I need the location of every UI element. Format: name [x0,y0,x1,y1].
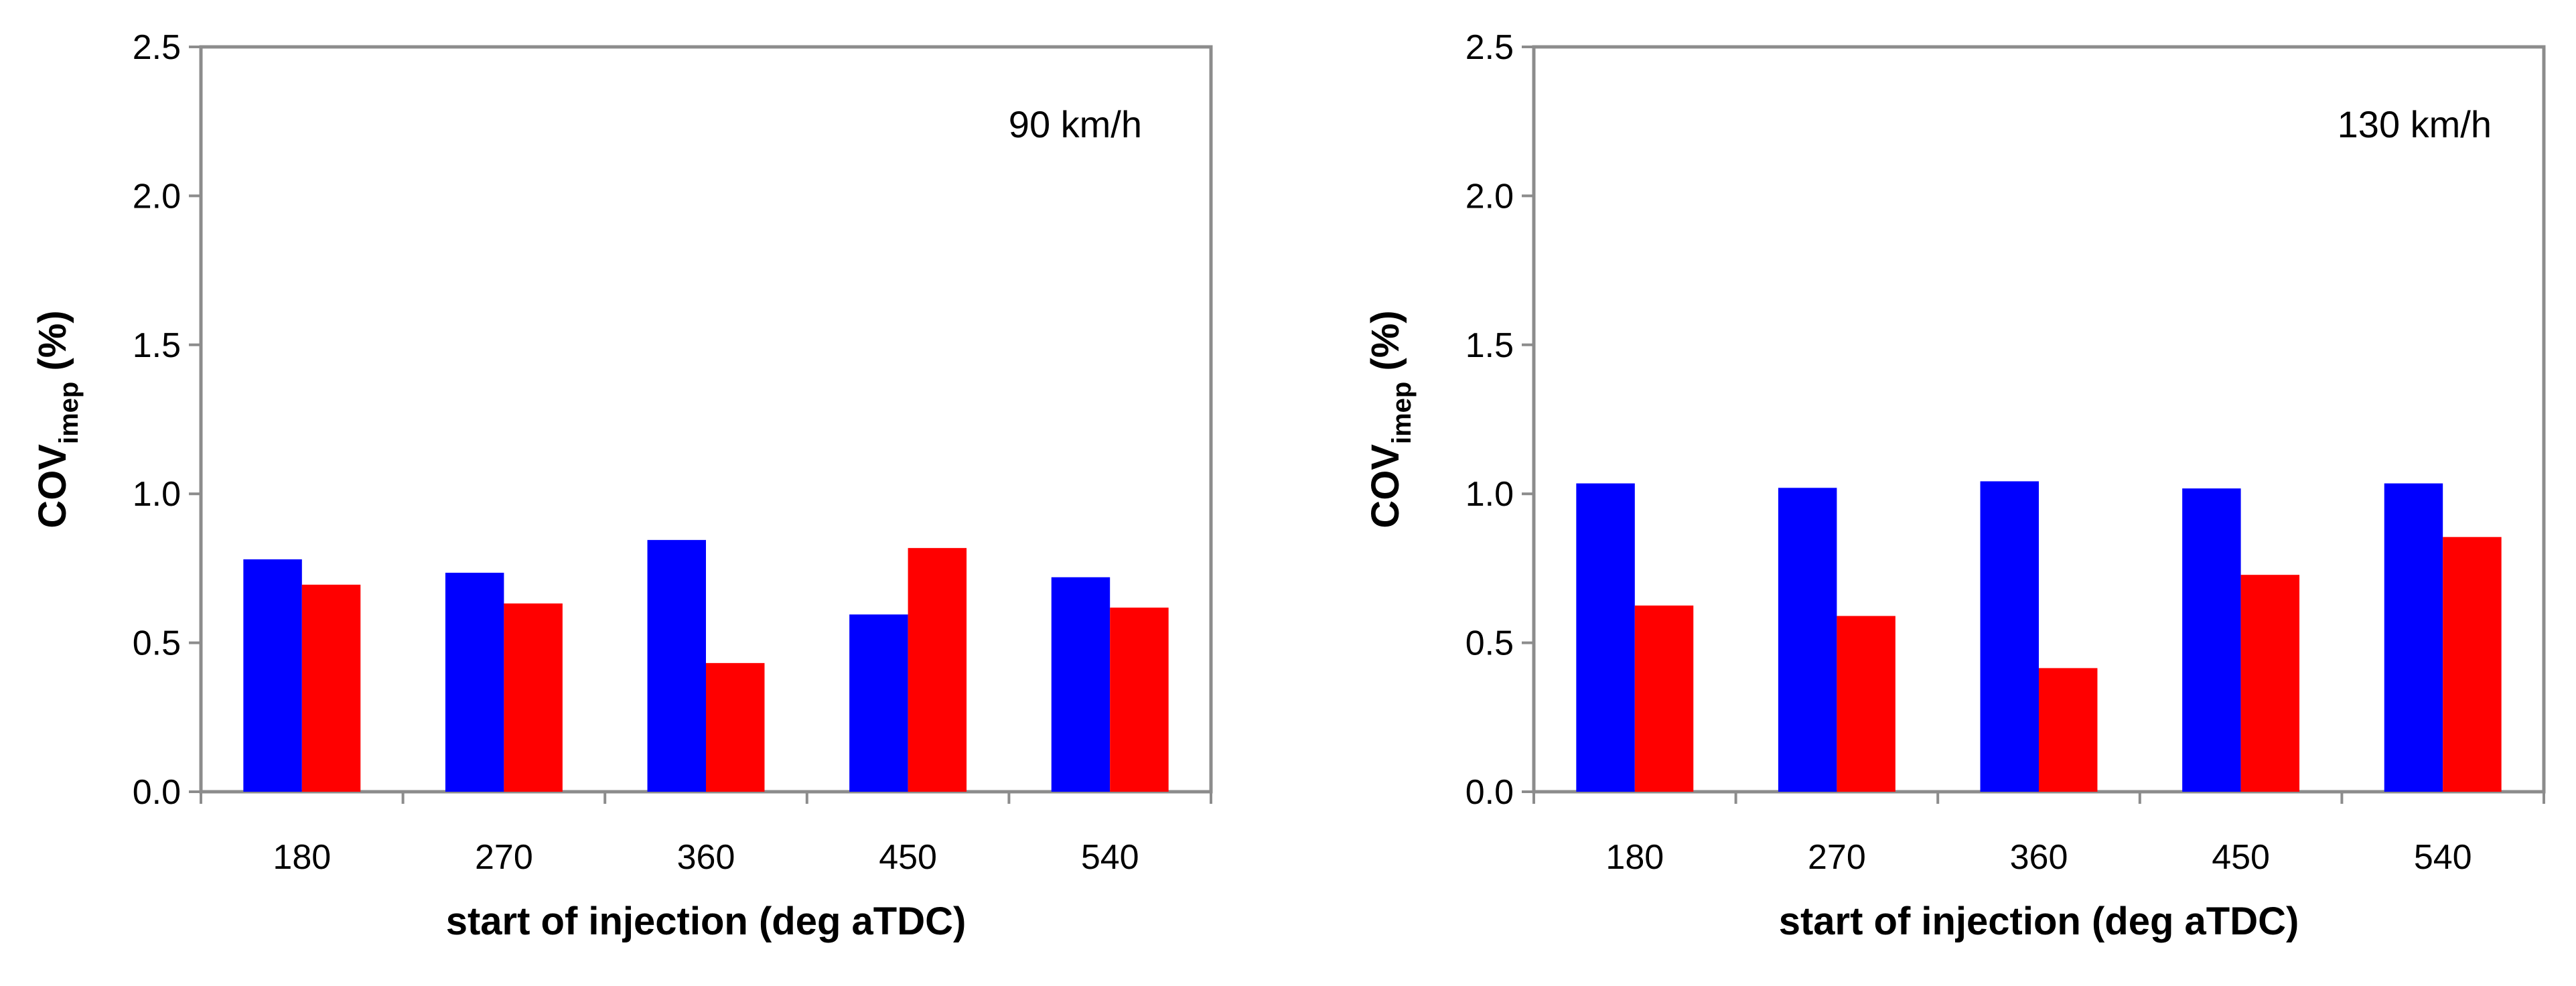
bars [243,540,1169,792]
x-axis-label: start of injection (deg aTDC) [1779,900,2299,943]
y-tick-label: 1.0 [1465,475,1514,514]
bar-series-1-360 [647,540,706,792]
bar-series-1-360 [1980,481,2039,792]
x-tick-label: 450 [879,838,937,877]
bar-series-1-180 [243,559,302,792]
y-label-tail: (%) [31,310,74,381]
x-tick-label: 270 [475,838,533,877]
x-tick-label: 180 [273,838,331,877]
x-tick-label: 270 [1808,838,1866,877]
bar-series-2-270 [1837,616,1895,792]
chart-right-130kmh: 0.0 0.5 1.0 1.5 2.0 2.5 180 270 360 450 540 130 k… [1364,28,2546,943]
bar-series-1-540 [1051,577,1111,792]
y-tick-label: 1.0 [133,475,181,514]
bar-series-1-180 [1576,483,1635,792]
x-tick-label: 360 [2010,838,2068,877]
y-axis-label: COVimep (%) [1364,310,1417,528]
bar-series-1-270 [445,573,504,792]
y-tick-label: 0.5 [133,624,181,663]
y-tick-label: 0.5 [1465,624,1514,663]
y-tick-label: 1.5 [133,326,181,365]
x-tick-label: 540 [1081,838,1139,877]
bars [1576,481,2502,792]
bar-series-2-270 [504,603,563,792]
bar-series-1-270 [1778,488,1837,792]
x-tick-label: 540 [2414,838,2472,877]
y-tick-label: 0.0 [1465,773,1514,812]
y-axis-label: COVimep (%) [31,310,84,528]
y-axis: 0.0 0.5 1.0 1.5 2.0 2.5 [1465,28,1534,812]
y-tick-label: 2.0 [1465,177,1514,216]
y-label-subscript: imep [1387,382,1417,444]
bar-series-2-360 [2039,668,2098,792]
bar-series-2-540 [1110,608,1169,792]
bar-series-2-360 [706,662,765,792]
y-tick-label: 2.5 [1465,28,1514,67]
y-tick-label: 1.5 [1465,326,1514,365]
speed-annotation: 130 km/h [2338,103,2492,145]
bar-series-2-180 [301,584,361,792]
y-label-main: COV [31,444,74,529]
y-label-subscript: imep [54,382,84,444]
x-axis: 180 270 360 450 540 [200,792,1212,877]
bar-series-2-180 [1634,606,1694,792]
bar-series-2-540 [2443,537,2502,792]
x-tick-label: 180 [1605,838,1664,877]
bar-series-2-450 [2240,575,2300,792]
y-tick-label: 2.0 [133,177,181,216]
x-axis-label: start of injection (deg aTDC) [446,900,967,943]
x-axis: 180 270 360 450 540 [1532,792,2545,877]
bar-series-1-450 [2182,488,2241,792]
y-axis: 0.0 0.5 1.0 1.5 2.0 2.5 [133,28,201,812]
speed-annotation: 90 km/h [1009,103,1142,145]
x-tick-label: 360 [677,838,735,877]
bar-series-2-450 [908,548,967,792]
y-tick-label: 0.0 [133,773,181,812]
chart-left-90kmh: 0.0 0.5 1.0 1.5 2.0 2.5 180 270 360 450 540 90 km… [31,28,1213,943]
y-label-tail: (%) [1364,310,1407,381]
bar-series-1-450 [849,614,908,792]
y-label-main: COV [1364,444,1407,529]
bar-series-1-540 [2384,483,2443,792]
x-tick-label: 450 [2212,838,2270,877]
y-tick-label: 2.5 [133,28,181,67]
